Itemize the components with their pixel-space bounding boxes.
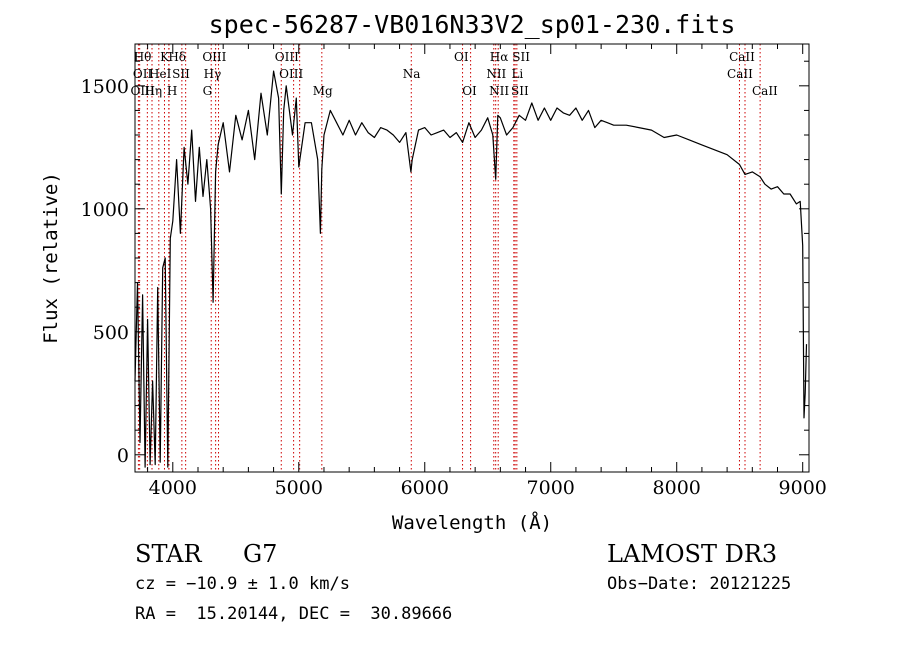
line-label-25: SII: [511, 84, 529, 98]
x-tick-label-9000: 9000: [779, 477, 827, 499]
y-tick-label-1000: 1000: [81, 199, 129, 221]
line-label-5: OI: [454, 50, 469, 64]
line-label-8: CaII: [729, 50, 755, 64]
line-label-16: Li: [511, 67, 523, 81]
line-label-4: OIII: [275, 50, 299, 64]
line-label-14: Na: [403, 67, 421, 81]
line-label-23: OI: [462, 84, 477, 98]
spectral-line-markers: [137, 44, 761, 472]
line-label-17: CaII: [727, 67, 753, 81]
spectrum-line-flux: [134, 70, 808, 468]
y-axis-ticks: 0 500 1000 1500: [81, 60, 809, 467]
x-axis-label: Wavelength (Å): [392, 511, 552, 534]
line-label-20: H: [167, 84, 177, 98]
line-label-15: NII: [486, 67, 506, 81]
x-tick-label-6000: 6000: [401, 477, 449, 499]
redshift-cz: cz = −10.9 ± 1.0 km/s: [135, 574, 350, 594]
x-tick-label-4000: 4000: [149, 477, 197, 499]
line-label-3: OIII: [202, 50, 226, 64]
object-class: STAR: [135, 540, 202, 568]
line-label-21: G: [203, 84, 213, 98]
y-tick-label-1500: 1500: [81, 76, 129, 98]
plot-frame: [134, 43, 810, 473]
coordinates: RA = 15.20144, DEC = 30.89666: [135, 604, 453, 624]
x-tick-label-5000: 5000: [275, 477, 323, 499]
line-label-26: CaII: [752, 84, 778, 98]
line-label-10: HeI: [149, 67, 172, 81]
line-label-11: SII: [172, 67, 190, 81]
line-label-7: SII: [512, 50, 530, 64]
line-label-2: Hδ: [168, 50, 186, 64]
object-subclass: G7: [243, 540, 278, 568]
spectrum-layer: [134, 70, 808, 468]
line-label-18: OIII: [131, 84, 155, 98]
y-axis-label: Flux (relative): [40, 172, 62, 344]
y-tick-label-500: 500: [93, 322, 129, 344]
x-tick-label-7000: 7000: [527, 477, 575, 499]
x-tick-label-8000: 8000: [653, 477, 701, 499]
chart-title: spec-56287-VB016N33V2_sp01-230.fits: [209, 10, 736, 39]
line-label-24: NII: [489, 84, 509, 98]
line-label-1: K: [160, 50, 170, 64]
x-axis-ticks: 4000 5000 6000 7000 8000 9000: [147, 44, 827, 499]
line-label-19: Hη: [144, 84, 162, 98]
line-label-9: OII: [133, 67, 153, 81]
line-label-13: OIII: [279, 67, 303, 81]
line-label-0: Hθ: [134, 50, 152, 64]
line-label-22: Mg: [313, 84, 333, 98]
y-tick-label-0: 0: [117, 445, 129, 467]
observation-date: Obs−Date: 20121225: [607, 574, 792, 594]
line-label-6: Hα: [490, 50, 509, 64]
line-label-12: Hγ: [204, 67, 222, 81]
survey-name: LAMOST DR3: [607, 540, 778, 568]
